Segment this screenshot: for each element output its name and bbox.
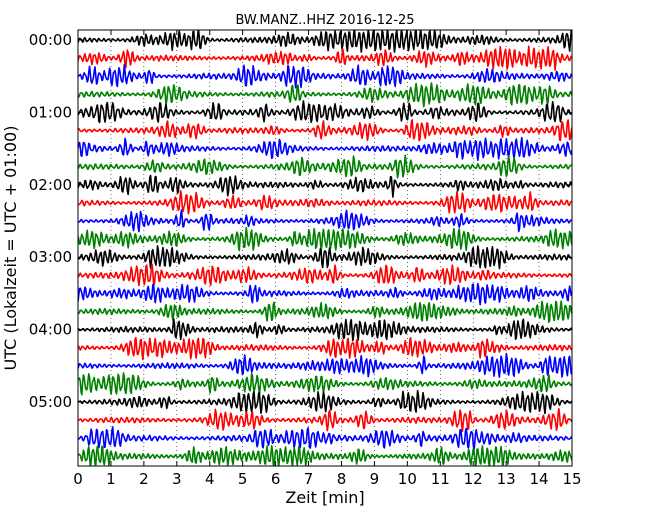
seismogram-trace [78, 154, 572, 179]
seismogram-trace [78, 389, 572, 415]
seismogram-trace [78, 100, 572, 124]
seismogram-trace [78, 63, 572, 89]
seismogram-trace [78, 372, 572, 396]
chart-title: BW.MANZ..HHZ 2016-12-25 [235, 13, 414, 28]
seismogram-trace [78, 45, 572, 71]
seismogram-trace [78, 136, 572, 162]
seismogram-trace [78, 174, 572, 198]
seismogram-trace [78, 426, 572, 452]
y-tick-label: 01:00 [29, 103, 72, 121]
x-tick-label: 11 [431, 470, 450, 488]
seismogram-trace [78, 300, 572, 324]
seismogram-trace [78, 209, 572, 233]
seismogram-trace [78, 318, 572, 342]
x-tick-label: 12 [464, 470, 483, 488]
y-tick-label: 00:00 [29, 31, 72, 49]
seismogram-trace [78, 352, 572, 379]
x-tick-label: 6 [271, 470, 281, 488]
seismogram-trace [78, 407, 572, 433]
x-tick-label: 10 [398, 470, 417, 488]
x-tick-label: 4 [205, 470, 215, 488]
x-tick-label: 7 [304, 470, 314, 488]
seismogram-trace [78, 282, 572, 306]
seismogram-trace [78, 82, 572, 108]
x-tick-label: 2 [139, 470, 149, 488]
y-axis: 00:00 01:00 02:00 03:00 04:00 05:00 [29, 31, 572, 411]
x-tick-label: 13 [497, 470, 516, 488]
seismogram-traces [78, 30, 572, 466]
y-tick-label: 03:00 [29, 248, 72, 266]
y-tick-label: 04:00 [29, 321, 72, 339]
seismogram-trace [78, 263, 572, 287]
y-axis-label: UTC (Lokalzeit = UTC + 01:00) [1, 126, 20, 371]
seismogram-trace [78, 119, 572, 142]
x-tick-label: 15 [562, 470, 581, 488]
seismogram-trace [78, 226, 572, 252]
seismogram-trace [78, 336, 572, 361]
x-axis: 0 1 2 3 4 5 6 7 8 9 10 11 12 13 14 15 [73, 30, 582, 488]
x-tick-label: 8 [337, 470, 347, 488]
x-axis-label: Zeit [min] [285, 488, 364, 507]
x-tick-label: 3 [172, 470, 182, 488]
seismogram-trace [78, 245, 572, 270]
x-tick-label: 0 [73, 470, 83, 488]
x-tick-label: 1 [106, 470, 116, 488]
seismogram-trace [78, 190, 572, 215]
y-tick-label: 02:00 [29, 176, 72, 194]
plot-frame [77, 29, 573, 467]
seismogram-trace [78, 445, 572, 466]
x-tick-label: 9 [370, 470, 380, 488]
x-tick-label: 14 [530, 470, 549, 488]
y-tick-label: 05:00 [29, 393, 72, 411]
x-gridlines [110, 30, 540, 466]
x-tick-label: 5 [238, 470, 248, 488]
seismogram-trace [78, 30, 572, 53]
